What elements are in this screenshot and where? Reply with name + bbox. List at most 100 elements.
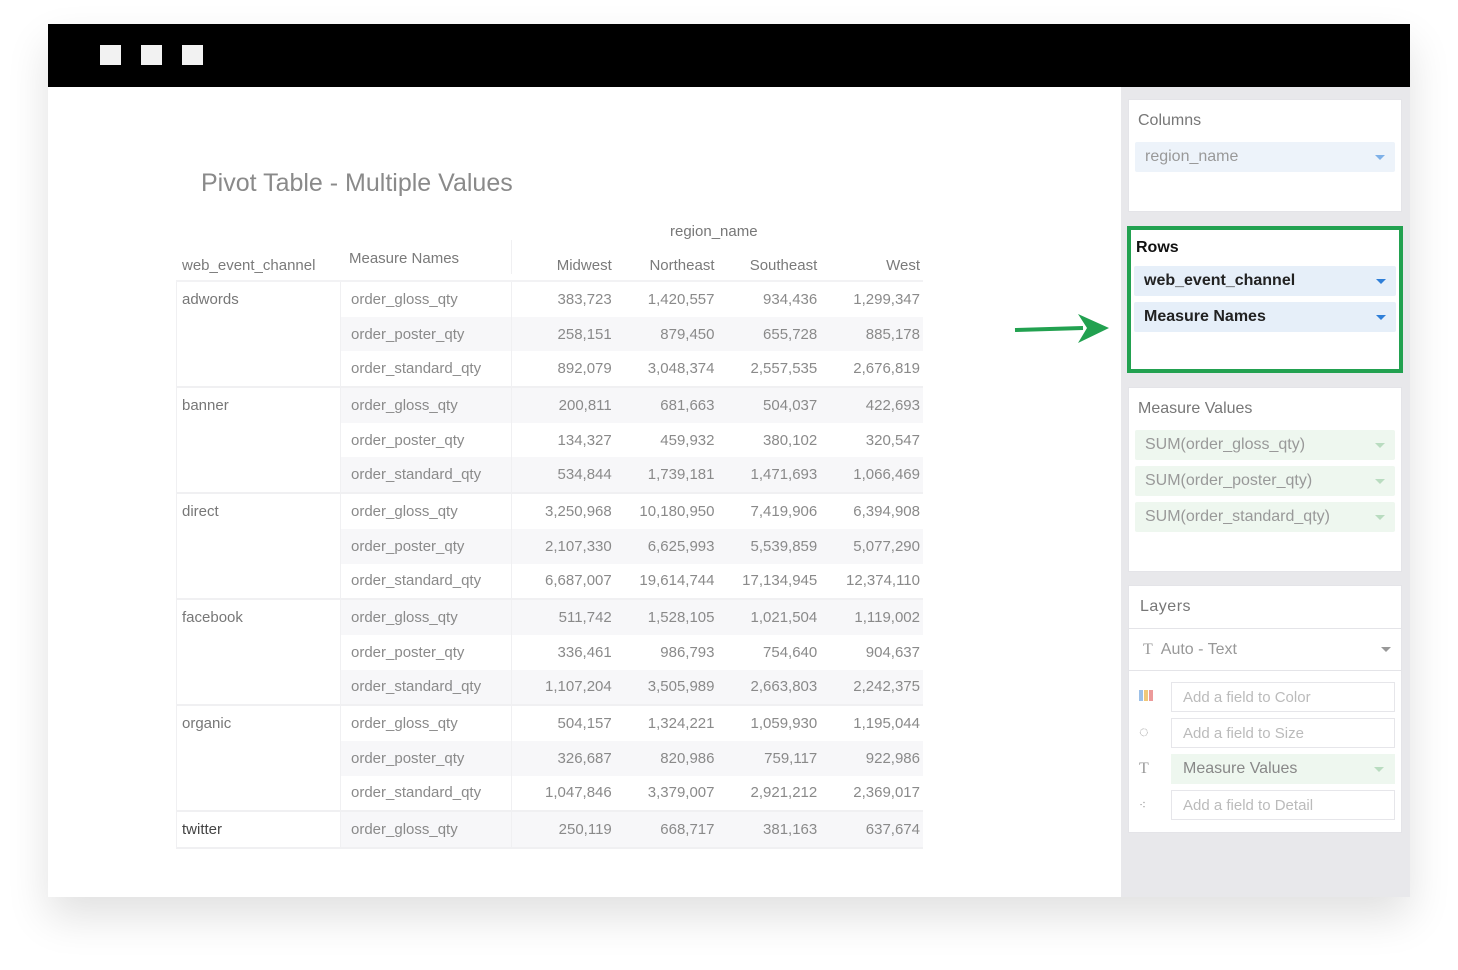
measure-name-cell: order_poster_qty <box>341 422 512 458</box>
window-control-icon[interactable] <box>182 45 203 65</box>
value-cell: 934,436 <box>763 290 818 308</box>
value-cell: 7,419,906 <box>750 502 818 520</box>
value-cell: 1,299,347 <box>853 290 920 308</box>
measure-name-cell: order_standard_qty <box>341 351 512 387</box>
text-icon: T <box>1143 640 1153 658</box>
arrow-icon <box>1014 314 1109 343</box>
measure-name-cell: order_standard_qty <box>341 563 512 599</box>
text-field-pill[interactable]: Measure Values <box>1171 754 1395 784</box>
detail-icon: ⁖ <box>1139 798 1147 812</box>
columns-field-pill[interactable]: region_name <box>1135 142 1395 172</box>
measure-name-cell: order_poster_qty <box>341 740 512 776</box>
size-icon: ◌ <box>1139 724 1149 741</box>
value-cell: 534,844 <box>557 466 612 484</box>
measure-name-cell: order_gloss_qty <box>341 812 512 847</box>
app-window: Pivot Table - Multiple Values region_nam… <box>48 24 1410 897</box>
value-cell: 250,119 <box>558 821 612 839</box>
value-cell: 1,195,044 <box>853 715 920 733</box>
value-cell: 200,811 <box>558 396 612 414</box>
pivot-table: web_event_channel Measure Names Midwest … <box>176 240 923 849</box>
value-cell: 754,640 <box>763 643 818 661</box>
value-cell: 511,742 <box>558 609 612 627</box>
rows-panel: Rows web_event_channel Measure Names <box>1127 226 1403 373</box>
value-cell: 986,793 <box>660 643 715 661</box>
measure-name-cell: order_standard_qty <box>341 457 512 493</box>
chevron-down-icon <box>1376 314 1386 320</box>
value-cell: 820,986 <box>660 749 715 767</box>
window-control-icon[interactable] <box>141 45 162 65</box>
measure-name-cell: order_poster_qty <box>341 634 512 670</box>
measure-name-cell: order_poster_qty <box>341 528 512 564</box>
value-cell: 10,180,950 <box>639 502 715 520</box>
value-cell: 885,178 <box>865 325 920 343</box>
value-cell: 17,134,945 <box>742 572 818 590</box>
value-cell: 1,047,846 <box>545 784 612 802</box>
group-rows: order_gloss_qty 504,157 1,324,221 1,059,930… <box>341 706 923 811</box>
value-cell: 668,717 <box>660 821 715 839</box>
table-row: order_gloss_qty 3,250,968 10,180,950 7,419,… <box>341 494 923 529</box>
group-rows: order_gloss_qty 3,250,968 10,180,950 7,419,… <box>341 494 923 599</box>
columns-panel: Columns region_name <box>1128 99 1402 212</box>
measure-value-pill[interactable]: SUM(order_gloss_qty) <box>1135 430 1395 460</box>
value-cell: 922,986 <box>865 749 920 767</box>
channel-group: adwords order_gloss_qty 383,723 1,420,557 93… <box>176 282 923 389</box>
field-label: SUM(order_poster_qty) <box>1145 472 1313 489</box>
rows-field-pill[interactable]: web_event_channel <box>1134 266 1396 296</box>
group-rows: order_gloss_qty 383,723 1,420,557 934,436 1,… <box>341 282 923 387</box>
value-cell: 5,539,859 <box>750 537 818 555</box>
value-cell: 336,461 <box>557 643 612 661</box>
value-cell: 381,163 <box>763 821 818 839</box>
value-cell: 1,471,693 <box>750 466 818 484</box>
measure-value-pill[interactable]: SUM(order_poster_qty) <box>1135 466 1395 496</box>
channel-group: facebook order_gloss_qty 511,742 1,528,105 1… <box>176 600 923 707</box>
value-cell: 320,547 <box>865 431 920 449</box>
value-cell: 759,117 <box>764 749 818 767</box>
rows-field-pill[interactable]: Measure Names <box>1134 302 1396 332</box>
value-cell: 1,420,557 <box>647 290 715 308</box>
measure-name-cell: order_gloss_qty <box>341 600 512 635</box>
value-cell: 6,625,993 <box>647 537 715 555</box>
value-cell: 12,374,110 <box>846 572 920 590</box>
value-cell: 2,242,375 <box>853 678 920 696</box>
chevron-down-icon <box>1376 278 1386 284</box>
header-west: West <box>886 257 920 274</box>
detail-field-input[interactable]: Add a field to Detail <box>1171 790 1395 820</box>
channel-label: organic <box>176 706 341 811</box>
size-field-input[interactable]: Add a field to Size <box>1171 718 1395 748</box>
measure-name-cell: order_gloss_qty <box>341 388 512 423</box>
table-row: order_gloss_qty 200,811 681,663 504,037 422,… <box>341 388 923 423</box>
table-row: order_gloss_qty 383,723 1,420,557 934,436 1,… <box>341 282 923 317</box>
group-rows: order_gloss_qty 250,119 668,717 381,163 637,… <box>341 812 923 847</box>
measure-value-pill[interactable]: SUM(order_standard_qty) <box>1135 502 1395 532</box>
value-cell: 2,921,212 <box>750 784 818 802</box>
title-bar <box>48 24 1410 87</box>
channel-group: direct order_gloss_qty 3,250,968 10,180,950… <box>176 494 923 601</box>
layers-title: Layers <box>1129 586 1401 629</box>
window-control-icon[interactable] <box>100 45 121 65</box>
channel-label: twitter <box>176 812 341 847</box>
mark-type-dropdown[interactable]: T Auto - Text <box>1129 629 1401 671</box>
channel-label: direct <box>176 494 341 599</box>
chevron-down-icon <box>1375 442 1385 448</box>
chevron-down-icon <box>1381 647 1391 652</box>
group-rows: order_gloss_qty 200,811 681,663 504,037 422,… <box>341 388 923 493</box>
chevron-down-icon <box>1375 478 1385 484</box>
value-cell: 1,066,469 <box>853 466 920 484</box>
header-channel: web_event_channel <box>182 257 316 274</box>
value-cell: 2,663,803 <box>750 678 818 696</box>
value-cell: 1,324,221 <box>647 715 715 733</box>
header-measure-names: Measure Names <box>341 240 512 274</box>
value-cell: 2,557,535 <box>750 360 818 378</box>
measure-name-cell: order_gloss_qty <box>341 282 512 317</box>
table-row: order_standard_qty 892,079 3,048,374 2,557,… <box>341 351 923 387</box>
measure-values-panel: Measure Values SUM(order_gloss_qty) SUM(… <box>1128 387 1402 572</box>
table-row: order_standard_qty 1,107,204 3,505,989 2,66… <box>341 669 923 705</box>
value-cell: 892,079 <box>557 360 612 378</box>
value-cell: 383,723 <box>557 290 612 308</box>
measure-name-cell: order_gloss_qty <box>341 706 512 741</box>
color-field-input[interactable]: Add a field to Color <box>1171 682 1395 712</box>
table-row: order_poster_qty 258,151 879,450 655,728 885… <box>341 316 923 352</box>
table-header-row: web_event_channel Measure Names Midwest … <box>176 240 923 282</box>
value-cell: 6,687,007 <box>545 572 612 590</box>
value-cell: 2,676,819 <box>853 360 920 378</box>
